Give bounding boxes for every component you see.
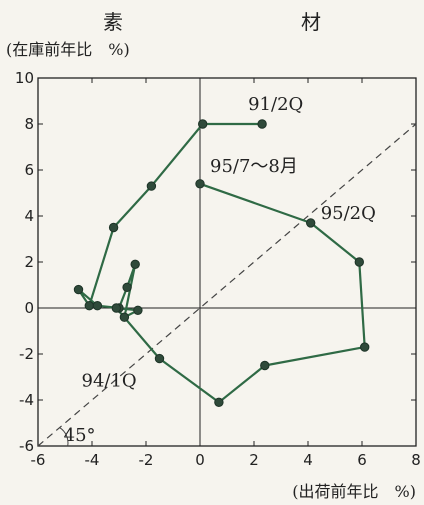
- reference-angle-label: 45°: [64, 425, 96, 446]
- x-tick-label: 6: [357, 451, 367, 469]
- chart-title: 素 材: [103, 10, 367, 34]
- data-point: [119, 312, 130, 322]
- data-point: [108, 222, 119, 233]
- y-tick-label: -4: [19, 391, 34, 409]
- data-point: [360, 342, 370, 352]
- angle-arc: [59, 427, 69, 447]
- x-tick-label: -6: [31, 451, 46, 469]
- y-tick-label: 8: [24, 115, 34, 133]
- data-point: [154, 353, 165, 364]
- data-point: [354, 257, 364, 267]
- x-tick-label: 8: [411, 451, 421, 469]
- annotation-label: 95/7～8月: [210, 156, 298, 177]
- data-point: [111, 303, 122, 313]
- data-point: [214, 397, 224, 407]
- reference-45-line: [37, 123, 417, 447]
- annotation-label: 91/2Q: [248, 94, 303, 115]
- data-point: [122, 282, 132, 292]
- data-point: [260, 360, 270, 371]
- y-axis-label: (在庫前年比 %): [6, 40, 130, 59]
- x-tick-label: 0: [195, 451, 205, 469]
- data-point: [92, 301, 103, 311]
- y-tick-label: 10: [15, 69, 34, 87]
- x-tick-label: 2: [249, 451, 259, 469]
- data-point: [130, 259, 140, 269]
- x-tick-label: -4: [85, 451, 100, 469]
- x-tick-label: -2: [139, 451, 154, 469]
- axes-layer: -6 -4 -2 0 2 4 6 8 -6 -4 -2 0 2 4 6 8 10: [15, 69, 421, 469]
- y-tick-label: 2: [24, 253, 34, 271]
- x-axis-label: (出荷前年比 %): [292, 482, 416, 501]
- data-point: [146, 181, 157, 191]
- y-tick-label: -2: [19, 345, 34, 363]
- data-point: [84, 301, 95, 311]
- annotation-layer: 91/2Q 95/7～8月 95/2Q 94/1Q: [82, 94, 376, 392]
- y-tick-label: -6: [19, 437, 34, 455]
- annotation-label: 94/1Q: [82, 371, 137, 392]
- y-tick-label: 4: [24, 207, 34, 225]
- data-point: [195, 179, 205, 189]
- y-tick-label: 0: [24, 299, 34, 317]
- reference-line-layer: 45°: [37, 123, 417, 447]
- data-point: [73, 284, 84, 295]
- points-layer: [73, 119, 370, 407]
- data-point: [198, 119, 208, 129]
- data-point: [133, 305, 143, 315]
- x-tick-label: 4: [303, 451, 313, 469]
- data-point: [306, 218, 316, 228]
- data-point: [257, 119, 267, 129]
- annotation-label: 95/2Q: [321, 203, 376, 224]
- y-tick-label: 6: [24, 161, 34, 179]
